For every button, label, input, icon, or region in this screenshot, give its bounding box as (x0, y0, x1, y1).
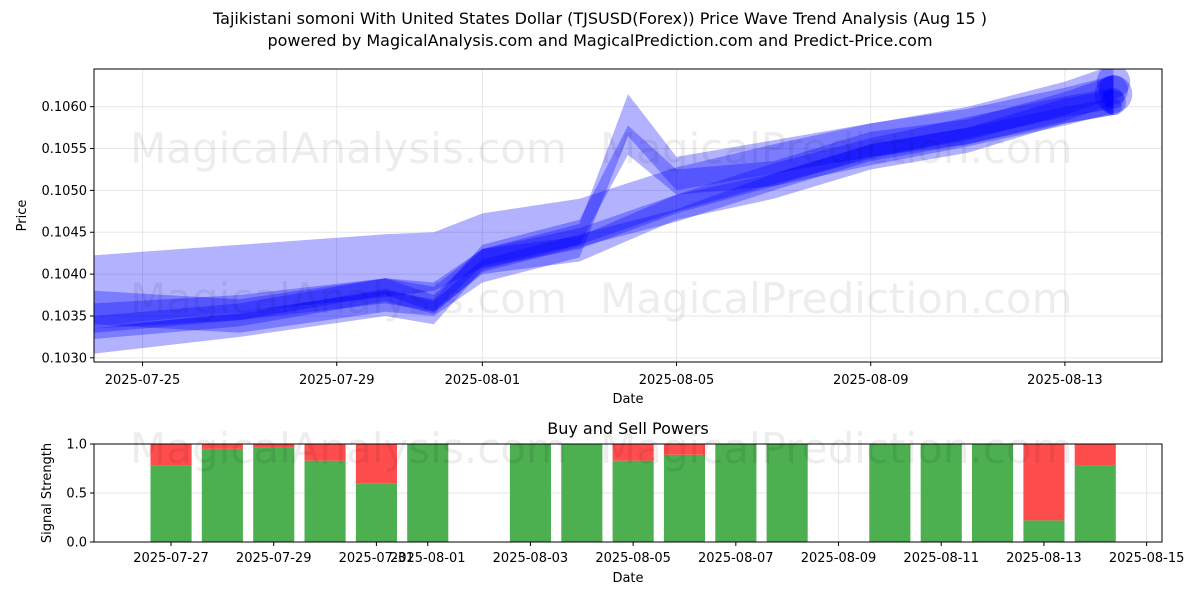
wave-band (94, 75, 1114, 354)
watermark-mid-left: MagicalAnalysis.com (130, 274, 567, 323)
x-tick-label: 2025-08-05 (595, 551, 671, 566)
buy-bar (509, 444, 551, 542)
y-tick-label: 0.1050 (42, 184, 88, 199)
chart-title: Tajikistani somoni With United States Do… (213, 9, 987, 28)
x-tick-label: 2025-08-09 (833, 373, 909, 388)
buy-bar (1074, 465, 1116, 542)
y-tick-label: 0.1045 (42, 226, 88, 241)
x-tick-label: 2025-08-13 (1006, 551, 1082, 566)
wave-band (94, 87, 1114, 333)
y-tick-label: 0.1055 (42, 142, 88, 157)
subchart-title: Buy and Sell Powers (547, 419, 709, 438)
buy-bar (1023, 520, 1065, 542)
x-axis-label: Date (612, 571, 643, 586)
buy-bar (561, 444, 603, 542)
wave-band (94, 89, 1114, 329)
y-tick-label: 0.1030 (42, 351, 88, 366)
x-tick-label: 2025-08-11 (903, 551, 979, 566)
wave-band-end (1102, 87, 1124, 109)
buy-bar (612, 460, 654, 542)
buy-bar (920, 444, 962, 542)
x-tick-label: 2025-08-15 (1109, 551, 1185, 566)
x-tick-label: 2025-08-05 (639, 373, 715, 388)
watermark-bottom-left: MagicalAnalysis.com (130, 424, 567, 473)
sell-bar (355, 444, 397, 484)
y-tick-label: 0.5 (66, 487, 87, 502)
watermark-bottom-right: MagicalPrediction.com (600, 424, 1073, 473)
x-tick-label: 2025-08-09 (801, 551, 877, 566)
wave-band (94, 69, 1114, 333)
watermark-top-left: MagicalAnalysis.com (130, 124, 567, 173)
sell-bar (1074, 444, 1116, 466)
watermark-mid-right: MagicalPrediction.com (600, 274, 1073, 323)
wave-band-end (1105, 98, 1122, 116)
buy-bar (663, 454, 705, 542)
sell-bar (150, 444, 192, 466)
x-tick-label: 2025-07-31 (339, 551, 415, 566)
buy-bar (253, 447, 295, 542)
x-tick-label: 2025-08-13 (1027, 373, 1103, 388)
wave-band-end (1100, 89, 1127, 116)
wave-band-end (1098, 75, 1129, 105)
buy-bar (304, 460, 346, 542)
y-axis-label: Signal Strength (40, 443, 55, 543)
buy-bar (150, 465, 192, 542)
x-tick-label: 2025-08-01 (445, 373, 521, 388)
sell-bar (612, 444, 654, 461)
wave-band (94, 75, 1114, 327)
watermark-top-right: MagicalPrediction.com (600, 124, 1073, 173)
x-tick-label: 2025-07-29 (236, 551, 312, 566)
wave-band-end (1094, 75, 1133, 113)
x-tick-label: 2025-07-25 (105, 373, 181, 388)
sell-bar (663, 444, 705, 455)
price-wave-panel: 0.1030 0.1035 0.1040 0.1045 0.1050 0.1055 0.10… (15, 68, 1163, 407)
y-tick-label: 0.1040 (42, 268, 88, 283)
buy-bar (972, 444, 1014, 542)
wave-band-end (1096, 69, 1131, 99)
sell-bar (304, 444, 346, 461)
x-tick-label: 2025-07-27 (133, 551, 209, 566)
y-tick-label: 1.0 (66, 438, 87, 453)
sell-bar (253, 444, 295, 448)
buy-bar (766, 444, 808, 542)
buy-bar (715, 444, 757, 542)
y-tick-label: 0.1035 (42, 309, 88, 324)
x-tick-label: 2025-08-03 (493, 551, 569, 566)
buy-bar (407, 444, 449, 542)
plot-frame (93, 68, 1163, 363)
wave-bands (94, 69, 1133, 354)
x-axis-label: Date (612, 392, 643, 407)
y-tick-label: 0.1060 (42, 100, 88, 115)
sell-bar (1023, 444, 1065, 521)
x-tick-label: 2025-07-29 (299, 373, 375, 388)
chart-subtitle: powered by MagicalAnalysis.com and Magic… (267, 31, 933, 50)
sell-bar (201, 444, 243, 449)
y-axis-label: Price (15, 200, 30, 232)
buy-bar (201, 448, 243, 542)
y-tick-label: 0.0 (66, 536, 87, 551)
buy-bar (869, 444, 911, 542)
wave-band (94, 98, 1114, 339)
x-tick-label: 2025-08-07 (698, 551, 774, 566)
x-tick-label: 2025-08-01 (390, 551, 466, 566)
buy-bar (355, 483, 397, 542)
